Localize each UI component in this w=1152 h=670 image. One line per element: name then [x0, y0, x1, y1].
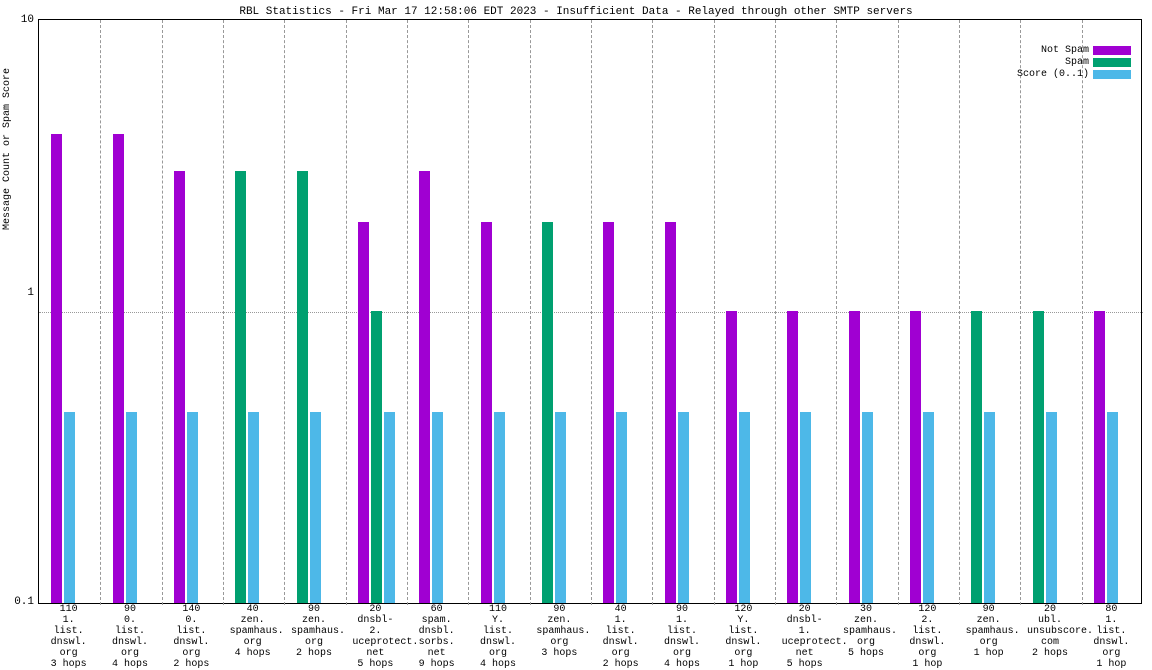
bar-not_spam-10[interactable] [665, 222, 676, 603]
x-axis-label-15: 90 zen. spamhaus. org 1 hop [966, 604, 1012, 659]
y-tick-1: 1 [10, 287, 34, 299]
x-axis-label-2: 140 0. list. dnswl. org 2 hops [168, 604, 214, 670]
chart-title: RBL Statistics - Fri Mar 17 12:58:06 EDT… [0, 6, 1152, 18]
x-axis-label-1: 90 0. list. dnswl. org 4 hops [107, 604, 153, 670]
x-axis-label-13: 30 zen. spamhaus. org 5 hops [843, 604, 889, 659]
bar-spam-15[interactable] [971, 311, 982, 604]
x-axis-label-14: 120 2. list. dnswl. org 1 hop [904, 604, 950, 670]
x-axis-label-5: 20 dnsbl-2. uceprotect. net 5 hops [352, 604, 398, 670]
bar-not_spam-12[interactable] [787, 311, 798, 604]
legend-swatch-score [1093, 70, 1131, 79]
bar-score-2[interactable] [187, 412, 198, 603]
bar-score-11[interactable] [739, 412, 750, 603]
rbl-statistics-chart: RBL Statistics - Fri Mar 17 12:58:06 EDT… [0, 0, 1152, 648]
bar-spam-8[interactable] [542, 222, 553, 603]
bar-score-13[interactable] [862, 412, 873, 603]
bar-score-4[interactable] [310, 412, 321, 603]
bar-score-0[interactable] [64, 412, 75, 603]
bar-not_spam-2[interactable] [174, 171, 185, 603]
bar-score-8[interactable] [555, 412, 566, 603]
x-axis-label-11: 120 Y. list. dnswl. org 1 hop [720, 604, 766, 670]
bar-not-spam-5[interactable] [358, 222, 369, 603]
bar-not_spam-14[interactable] [910, 311, 921, 604]
bar-spam-5[interactable] [371, 311, 382, 604]
x-axis-label-6: 60 spam. dnsbl. sorbs. net 9 hops [414, 604, 460, 670]
x-axis-label-10: 90 1. list. dnswl. org 4 hops [659, 604, 705, 670]
bar-score-1[interactable] [126, 412, 137, 603]
x-axis-label-8: 90 zen. spamhaus. org 3 hops [536, 604, 582, 659]
bar-score-10[interactable] [678, 412, 689, 603]
legend-swatch-spam [1093, 58, 1131, 67]
bar-score-17[interactable] [1107, 412, 1118, 603]
bar-spam-3[interactable] [235, 171, 246, 603]
bar-score-16[interactable] [1046, 412, 1057, 603]
bar-score-15[interactable] [984, 412, 995, 603]
bar-not_spam-6[interactable] [419, 171, 430, 603]
legend-label-spam: Spam [1065, 57, 1089, 68]
x-axis-label-4: 90 zen. spamhaus. org 2 hops [291, 604, 337, 659]
plot-area: Not Spam Spam Score (0..1) [38, 19, 1142, 604]
bar-not_spam-0[interactable] [51, 134, 62, 603]
x-axis-label-3: 40 zen. spamhaus. org 4 hops [230, 604, 276, 659]
legend-label-score: Score (0..1) [1017, 69, 1089, 80]
bar-not_spam-7[interactable] [481, 222, 492, 603]
x-axis-label-9: 40 1. list. dnswl. org 2 hops [598, 604, 644, 670]
x-axis-label-7: 110 Y. list. dnswl. org 4 hops [475, 604, 521, 670]
x-axis-label-0: 110 1. list. dnswl. org 3 hops [46, 604, 92, 670]
bar-score-14[interactable] [923, 412, 934, 603]
bar-not_spam-11[interactable] [726, 311, 737, 604]
y-tick-10: 10 [10, 14, 34, 26]
bar-not_spam-17[interactable] [1094, 311, 1105, 604]
bar-not_spam-1[interactable] [113, 134, 124, 603]
legend-swatch-not-spam [1093, 46, 1131, 55]
bar-score-9[interactable] [616, 412, 627, 603]
y-axis-label: Message Count or Spam Score [2, 216, 13, 230]
bar-score-6[interactable] [432, 412, 443, 603]
bar-not_spam-13[interactable] [849, 311, 860, 604]
x-axis-label-12: 20 dnsbl-1. uceprotect. net 5 hops [782, 604, 828, 670]
bar-spam-16[interactable] [1033, 311, 1044, 604]
y-tick-01: 0.1 [10, 596, 34, 608]
bar-score-12[interactable] [800, 412, 811, 603]
bar-score-5[interactable] [384, 412, 395, 603]
chart-legend: Not Spam Spam Score (0..1) [1017, 45, 1131, 81]
bar-score-7[interactable] [494, 412, 505, 603]
x-axis-label-17: 80 1. list. dnswl. org 1 hop [1088, 604, 1134, 670]
bar-score-3[interactable] [248, 412, 259, 603]
x-axis-label-16: 20 ubl. unsubscore. com 2 hops [1027, 604, 1073, 659]
legend-label-not-spam: Not Spam [1041, 45, 1089, 56]
bar-spam-4[interactable] [297, 171, 308, 603]
bar-not_spam-9[interactable] [603, 222, 614, 603]
